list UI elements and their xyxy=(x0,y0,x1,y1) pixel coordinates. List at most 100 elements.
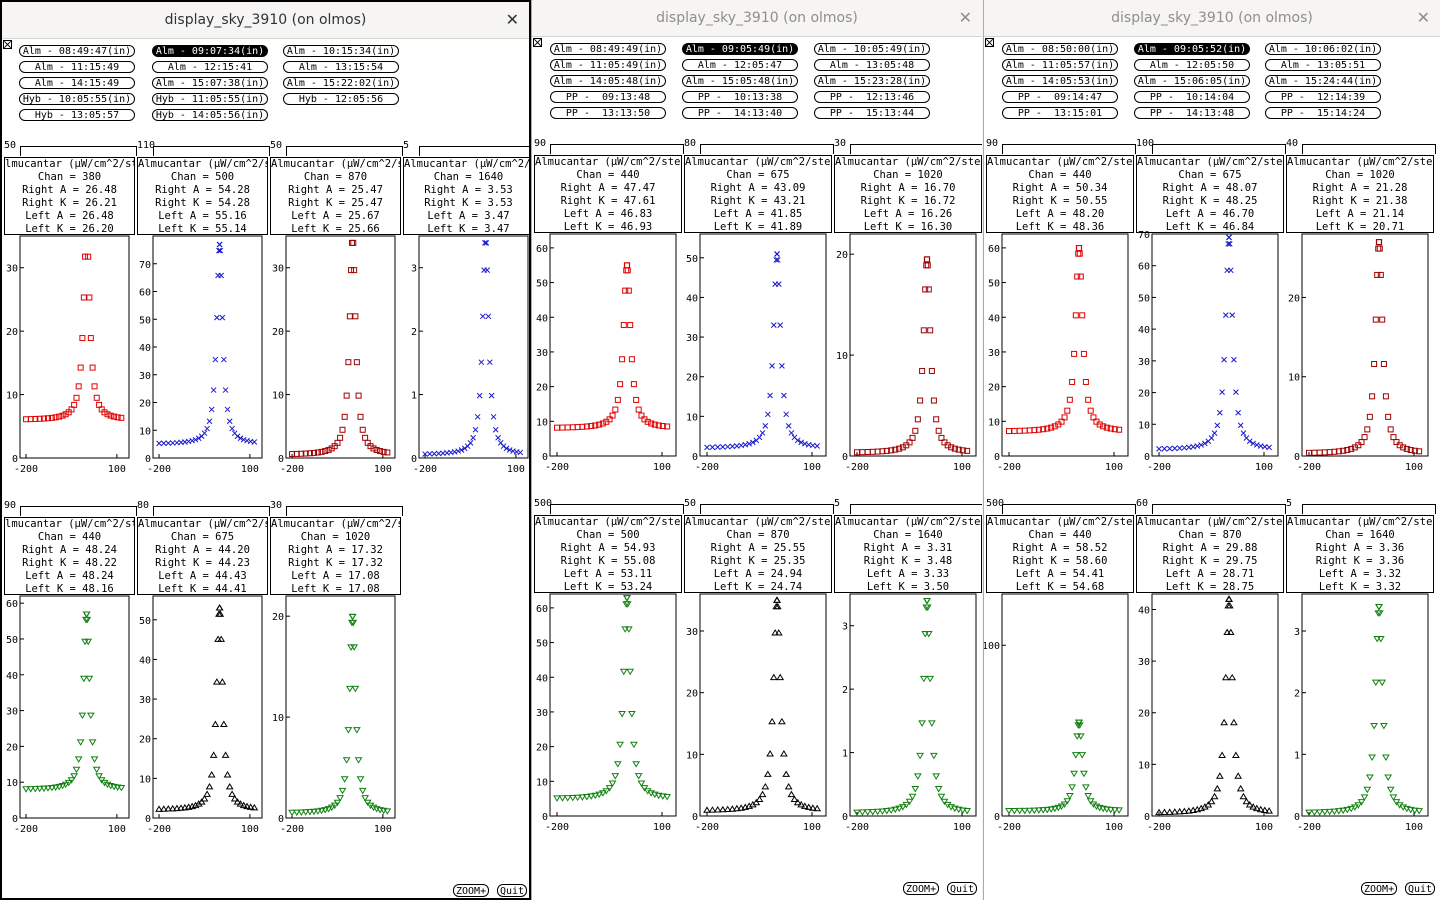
time-button[interactable]: Alm - 10:06:02(in) xyxy=(1265,43,1381,55)
time-button[interactable]: Alm - 15:22:02(in) xyxy=(283,77,399,89)
time-button[interactable]: PP - 13:15:01 xyxy=(1002,107,1118,119)
time-button[interactable]: Alm - 13:15:54 xyxy=(283,61,399,73)
data-point xyxy=(223,770,232,778)
data-point xyxy=(1375,239,1382,246)
data-point xyxy=(1103,424,1110,431)
time-button[interactable]: Alm - 12:05:47 xyxy=(682,59,798,71)
chart-svg: 0 10 20 30 40 50 60 -200 100 xyxy=(6,595,130,835)
data-point xyxy=(1079,312,1086,319)
time-button[interactable]: PP - 09:13:48 xyxy=(550,91,666,103)
time-button[interactable]: Alm - 11:05:57(in) xyxy=(1002,59,1118,71)
data-point xyxy=(774,251,780,257)
data-point xyxy=(911,786,920,793)
data-point xyxy=(935,427,942,434)
time-button[interactable]: PP - 14:13:48 xyxy=(1134,107,1250,119)
time-button[interactable]: PP - 10:13:38 xyxy=(682,91,798,103)
time-button[interactable]: Alm - 11:15:49 xyxy=(19,61,135,73)
time-button[interactable]: Hyb - 13:05:57 xyxy=(19,109,135,121)
time-button[interactable]: PP - 13:13:50 xyxy=(550,107,666,119)
time-button[interactable]: Alm - 15:06:05(in) xyxy=(1134,75,1250,87)
time-button[interactable]: Alm - 15:24:44(in) xyxy=(1265,75,1381,87)
time-button[interactable]: PP - 12:14:39 xyxy=(1265,91,1381,103)
quit-button[interactable]: Quit xyxy=(1405,882,1436,895)
y-tick-label: 0 xyxy=(1294,452,1300,463)
time-button[interactable]: Alm - 10:15:34(in) xyxy=(283,45,399,57)
time-button[interactable]: Alm - 14:15:49 xyxy=(19,77,135,89)
time-button[interactable]: PP - 09:14:47 xyxy=(1002,91,1118,103)
y-tick-label: 50 xyxy=(686,254,698,265)
title-bar[interactable]: display_sky_3910 (on olmos) ✕ xyxy=(984,0,1440,37)
close-icon[interactable]: ✕ xyxy=(1416,8,1430,27)
y-tick-label: 20 xyxy=(1138,389,1150,400)
zoom-button[interactable]: ZOOM+ xyxy=(453,884,490,897)
time-button[interactable]: Alm - 08:49:49(in) xyxy=(550,43,666,55)
data-point xyxy=(1044,425,1051,432)
data-point xyxy=(814,443,820,449)
time-button[interactable]: Alm - 14:05:48(in) xyxy=(550,75,666,87)
corner-close-box-icon[interactable] xyxy=(985,38,994,47)
data-point xyxy=(26,786,35,793)
data-point xyxy=(1393,439,1400,446)
info-lk: Left K = 28.75 xyxy=(1165,581,1255,593)
data-point xyxy=(1025,807,1034,815)
data-point xyxy=(93,394,100,401)
data-point xyxy=(1076,733,1085,740)
data-point xyxy=(1265,807,1274,814)
x-tick-label: -200 xyxy=(280,464,304,475)
chart-svg: 0 1 2 3 -200 100 xyxy=(1294,593,1429,833)
time-button[interactable]: PP - 12:13:46 xyxy=(814,91,930,103)
time-button[interactable]: PP - 14:13:40 xyxy=(682,107,798,119)
corner-close-box-icon[interactable] xyxy=(533,38,542,47)
time-button[interactable]: PP - 15:13:44 xyxy=(814,107,930,119)
time-button[interactable]: Alm - 09:05:49(in) xyxy=(682,43,798,55)
quit-button[interactable]: Quit xyxy=(947,882,978,895)
plot-frame xyxy=(699,593,827,817)
time-button[interactable]: Alm - 09:05:52(in) xyxy=(1134,43,1250,55)
time-button[interactable]: Hyb - 10:05:55(in) xyxy=(19,93,135,105)
data-point xyxy=(236,800,245,807)
panel-tab xyxy=(550,144,684,154)
data-point xyxy=(624,267,631,274)
time-button[interactable]: Alm - 09:07:34(in) xyxy=(152,45,268,57)
data-point xyxy=(173,804,181,812)
info-title: Almucantar (µW/cm^2/ster xyxy=(535,516,682,528)
zoom-button[interactable]: ZOOM+ xyxy=(903,882,940,895)
channel-info-box: Almucantar (µW/cm^2/st Chan = 870 Right A … xyxy=(270,157,401,235)
title-bar[interactable]: display_sky_3910 (on olmos) ✕ xyxy=(532,0,982,37)
close-icon[interactable]: ✕ xyxy=(958,8,972,27)
zoom-button[interactable]: ZOOM+ xyxy=(1361,882,1398,895)
data-point xyxy=(70,773,78,780)
data-point xyxy=(1260,806,1269,814)
time-button[interactable]: PP - 15:14:24 xyxy=(1265,107,1381,119)
time-button[interactable]: Alm - 08:49:47(in) xyxy=(19,45,135,57)
quit-button[interactable]: Quit xyxy=(497,884,528,897)
time-button[interactable]: Alm - 11:05:49(in) xyxy=(550,59,666,71)
data-point xyxy=(926,675,935,683)
time-button[interactable]: Alm - 15:05:48(in) xyxy=(682,75,798,87)
time-button[interactable]: PP - 10:14:04 xyxy=(1134,91,1250,103)
time-button[interactable]: Alm - 13:05:51 xyxy=(1265,59,1381,71)
title-bar[interactable]: display_sky_3910 (on olmos) ✕ xyxy=(2,2,529,39)
time-button[interactable]: Alm - 10:05:49(in) xyxy=(814,43,930,55)
data-point xyxy=(1180,807,1189,815)
time-button[interactable]: Hyb - 14:05:56(in) xyxy=(152,109,268,121)
data-point xyxy=(337,434,344,441)
data-point xyxy=(906,439,913,446)
time-button[interactable]: Alm - 15:23:28(in) xyxy=(814,75,930,87)
data-point xyxy=(1343,806,1352,814)
data-point xyxy=(764,411,771,418)
data-point xyxy=(944,442,951,449)
time-button[interactable]: Alm - 13:05:48 xyxy=(814,59,930,71)
close-icon[interactable]: ✕ xyxy=(505,10,519,29)
time-button[interactable]: Alm - 12:05:50 xyxy=(1134,59,1250,71)
corner-close-box-icon[interactable] xyxy=(3,40,12,49)
time-button[interactable]: Alm - 14:05:53(in) xyxy=(1002,75,1118,87)
time-button[interactable]: Alm - 12:15:41 xyxy=(152,61,268,73)
time-button[interactable]: Hyb - 11:05:55(in) xyxy=(152,93,268,105)
time-button[interactable]: Alm - 15:07:38(in) xyxy=(152,77,268,89)
x-tick-label: -200 xyxy=(413,464,437,475)
channel-info-box: Almucantar (µW/cm^2/ster Chan = 1020 Right… xyxy=(834,155,982,233)
time-button[interactable]: Hyb - 12:05:56 xyxy=(283,93,399,105)
time-button[interactable]: Alm - 08:50:00(in) xyxy=(1002,43,1118,55)
data-point xyxy=(800,802,809,809)
